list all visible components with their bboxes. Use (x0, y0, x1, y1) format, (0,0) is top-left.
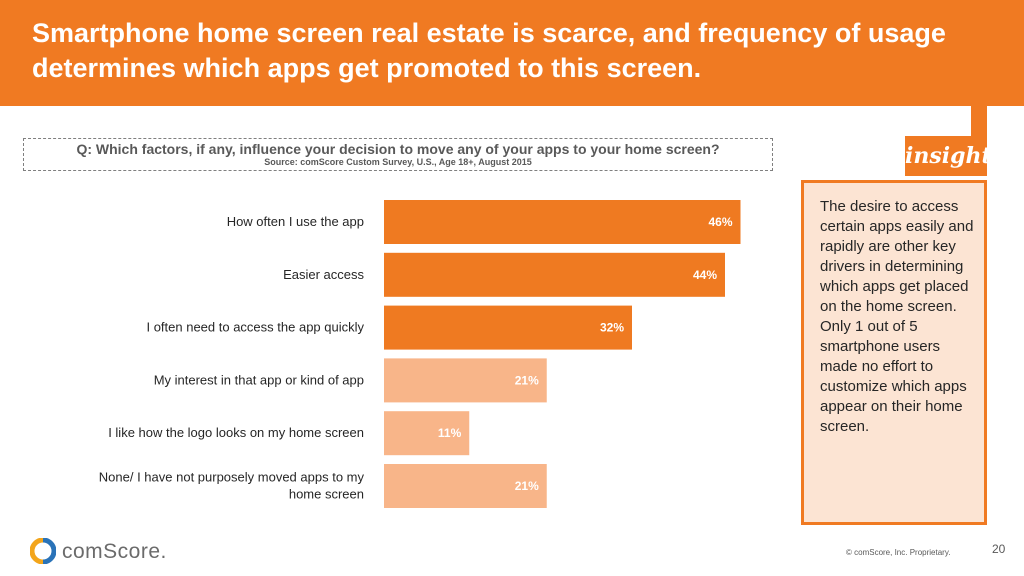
brand-name: comScore. (62, 540, 167, 563)
page-number: 20 (992, 542, 1006, 556)
category-label: Easier access (283, 267, 364, 282)
bar-value-label: 21% (515, 373, 539, 387)
source-text: Source: comScore Custom Survey, U.S., Ag… (264, 157, 532, 167)
question-text: Q: Which factors, if any, influence your… (76, 141, 720, 157)
category-label: None/ I have not purposely moved apps to… (99, 470, 365, 502)
header-banner: Smartphone home screen real estate is sc… (0, 0, 1024, 106)
bar-chart-svg: 46% How often I use the app 44% Easier acce… (99, 200, 741, 508)
copyright-text: © comScore, Inc. Proprietary. (846, 548, 951, 557)
bar-value-label: 11% (438, 426, 462, 440)
bar-5 (384, 411, 470, 456)
bar-value-label: 44% (693, 268, 717, 282)
insight-badge: insight (905, 136, 992, 176)
category-label: My interest in that app or kind of app (154, 372, 364, 387)
bar-6 (384, 464, 547, 508)
insight-box: The desire to access certain apps easily… (801, 180, 987, 525)
bar-2 (384, 252, 725, 297)
category-label: I like how the logo looks on my home scr… (108, 425, 364, 440)
page-title: Smartphone home screen real estate is sc… (32, 18, 946, 83)
comscore-logo-icon (30, 538, 56, 564)
category-label: I often need to access the app quickly (146, 320, 364, 335)
question-box: Q: Which factors, if any, influence your… (23, 138, 773, 171)
bar-3 (384, 305, 632, 350)
bar-value-label: 32% (600, 321, 624, 335)
header-notch (971, 106, 987, 136)
category-label: How often I use the app (227, 214, 364, 229)
bar-value-label: 46% (708, 215, 732, 229)
bar-1 (384, 200, 741, 244)
insight-text: The desire to access certain apps easily… (820, 198, 974, 435)
bar-4 (384, 358, 547, 403)
bar-chart: 46% How often I use the app 44% Easier acce… (0, 190, 780, 520)
bar-value-label: 21% (515, 479, 539, 493)
